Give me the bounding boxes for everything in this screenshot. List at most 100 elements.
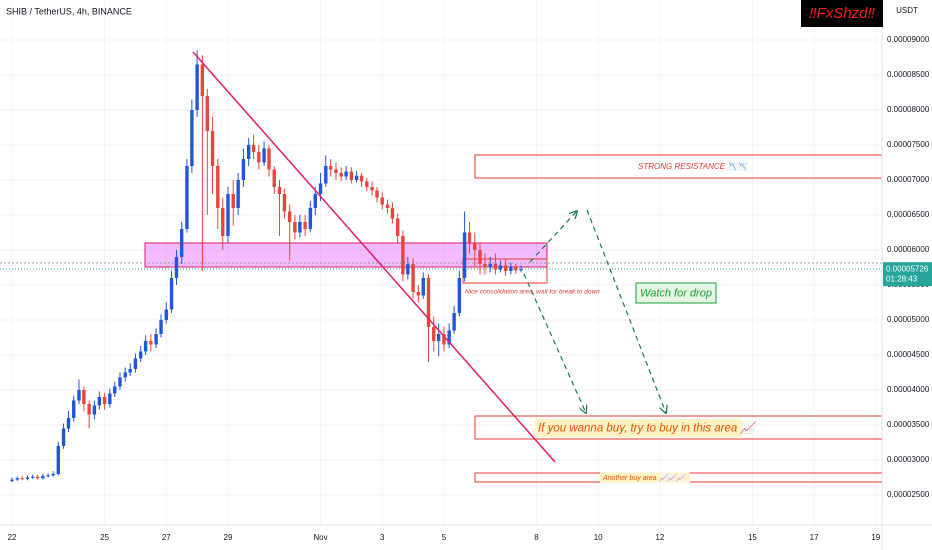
y-tick-label: 0.00003000	[887, 455, 930, 464]
projection-arrow	[529, 211, 577, 263]
candle-body	[411, 263, 415, 292]
candle-body	[509, 266, 513, 271]
candle-body	[149, 340, 153, 345]
candle-body	[31, 476, 35, 478]
candle-body	[406, 263, 410, 275]
candle-body	[498, 265, 503, 270]
candle-body	[416, 291, 421, 296]
y-tick-label: 0.00008500	[887, 70, 930, 79]
candle-body	[344, 171, 348, 177]
candle-body	[143, 340, 148, 352]
candle-body	[226, 193, 230, 236]
candle-body	[133, 358, 138, 369]
y-tick-label: 0.00007000	[887, 175, 930, 184]
candle-body	[20, 478, 24, 480]
projection-arrow	[586, 209, 666, 413]
candle-body	[231, 193, 235, 208]
candle-body	[221, 207, 225, 236]
candle-body	[46, 475, 50, 477]
y-tick-label: 0.00007500	[887, 140, 930, 149]
candle-body	[318, 183, 323, 194]
candle-body	[462, 232, 467, 278]
x-tick-label: 29	[224, 533, 233, 542]
candle-body	[41, 476, 45, 479]
buy-label: If you wanna buy, try to buy in this are…	[538, 421, 757, 435]
candle-body	[262, 148, 266, 163]
candle-body	[190, 109, 194, 166]
candle-body	[164, 309, 168, 320]
candle-body	[241, 158, 246, 180]
candle-body	[287, 211, 292, 222]
candle-body	[195, 64, 199, 110]
candle-body	[421, 277, 425, 296]
y-tick-label: 0.00002500	[887, 490, 930, 499]
x-tick-label: 12	[655, 533, 664, 542]
y-tick-label: 0.00008000	[887, 105, 930, 114]
x-tick-label: 25	[100, 533, 109, 542]
y-tick-label: 0.00005000	[887, 315, 930, 324]
candle-body	[329, 165, 333, 170]
candle-body	[56, 445, 61, 474]
badge: ‼FxShzd‼	[809, 5, 875, 22]
candle-body	[257, 151, 261, 163]
candle-body	[324, 165, 328, 184]
candle-body	[251, 144, 256, 152]
candle-body	[154, 333, 158, 345]
candle-body	[123, 372, 127, 378]
candle-body	[473, 242, 477, 250]
candle-body	[308, 207, 313, 229]
candle-body	[447, 330, 451, 345]
buy-box	[535, 419, 742, 437]
candle-body	[169, 277, 174, 310]
projection-arrow	[523, 273, 586, 413]
candle-body	[380, 197, 384, 205]
candle-body	[210, 130, 215, 166]
candle-body	[488, 263, 492, 268]
candle-body	[483, 263, 487, 268]
x-tick-label: 5	[442, 533, 447, 542]
candle-body	[359, 175, 364, 182]
y-tick-label: 0.00009000	[887, 35, 930, 44]
candle-body	[97, 396, 102, 406]
candle-body	[334, 169, 338, 173]
candles	[10, 50, 523, 483]
candle-body	[354, 175, 359, 180]
candle-body	[457, 277, 462, 313]
candle-body	[113, 386, 117, 394]
candle-body	[478, 249, 482, 264]
last-price-box	[883, 262, 932, 287]
x-tick-label: 3	[380, 533, 385, 542]
watch-box	[635, 282, 717, 304]
candle-body	[401, 235, 405, 275]
x-tick-label: 8	[534, 533, 539, 542]
y-tick-label: 0.00004000	[887, 385, 930, 394]
consolidation-label: Nice consolidation area, wait for break …	[465, 289, 600, 296]
x-tick-label: 17	[810, 533, 819, 542]
candle-body	[277, 186, 282, 194]
candle-body	[92, 405, 97, 415]
candle-body	[467, 232, 472, 243]
candle-body	[272, 169, 276, 187]
candle-body	[128, 368, 132, 373]
candle-body	[349, 171, 354, 180]
candle-body	[108, 393, 112, 404]
candle-body	[200, 64, 205, 96]
candle-body	[72, 400, 76, 418]
x-tick-label: 22	[8, 533, 17, 542]
candle-body	[385, 204, 390, 208]
candle-body	[436, 333, 441, 341]
candle-body	[51, 473, 55, 476]
candle-body	[375, 190, 379, 198]
candle-body	[452, 312, 456, 331]
candle-body	[267, 148, 271, 170]
axes: 0.00002500 0.00003000 0.00003500 0.00004000…	[8, 35, 932, 542]
badge-box	[801, 0, 883, 27]
trend-line	[192, 51, 556, 463]
candle-body	[216, 165, 220, 208]
candle-body	[118, 377, 122, 387]
candle-body	[10, 479, 14, 481]
candle-body	[180, 228, 184, 257]
candle-body	[370, 186, 374, 191]
y-axis-unit: USDT	[896, 6, 918, 15]
candle-body	[82, 389, 86, 404]
